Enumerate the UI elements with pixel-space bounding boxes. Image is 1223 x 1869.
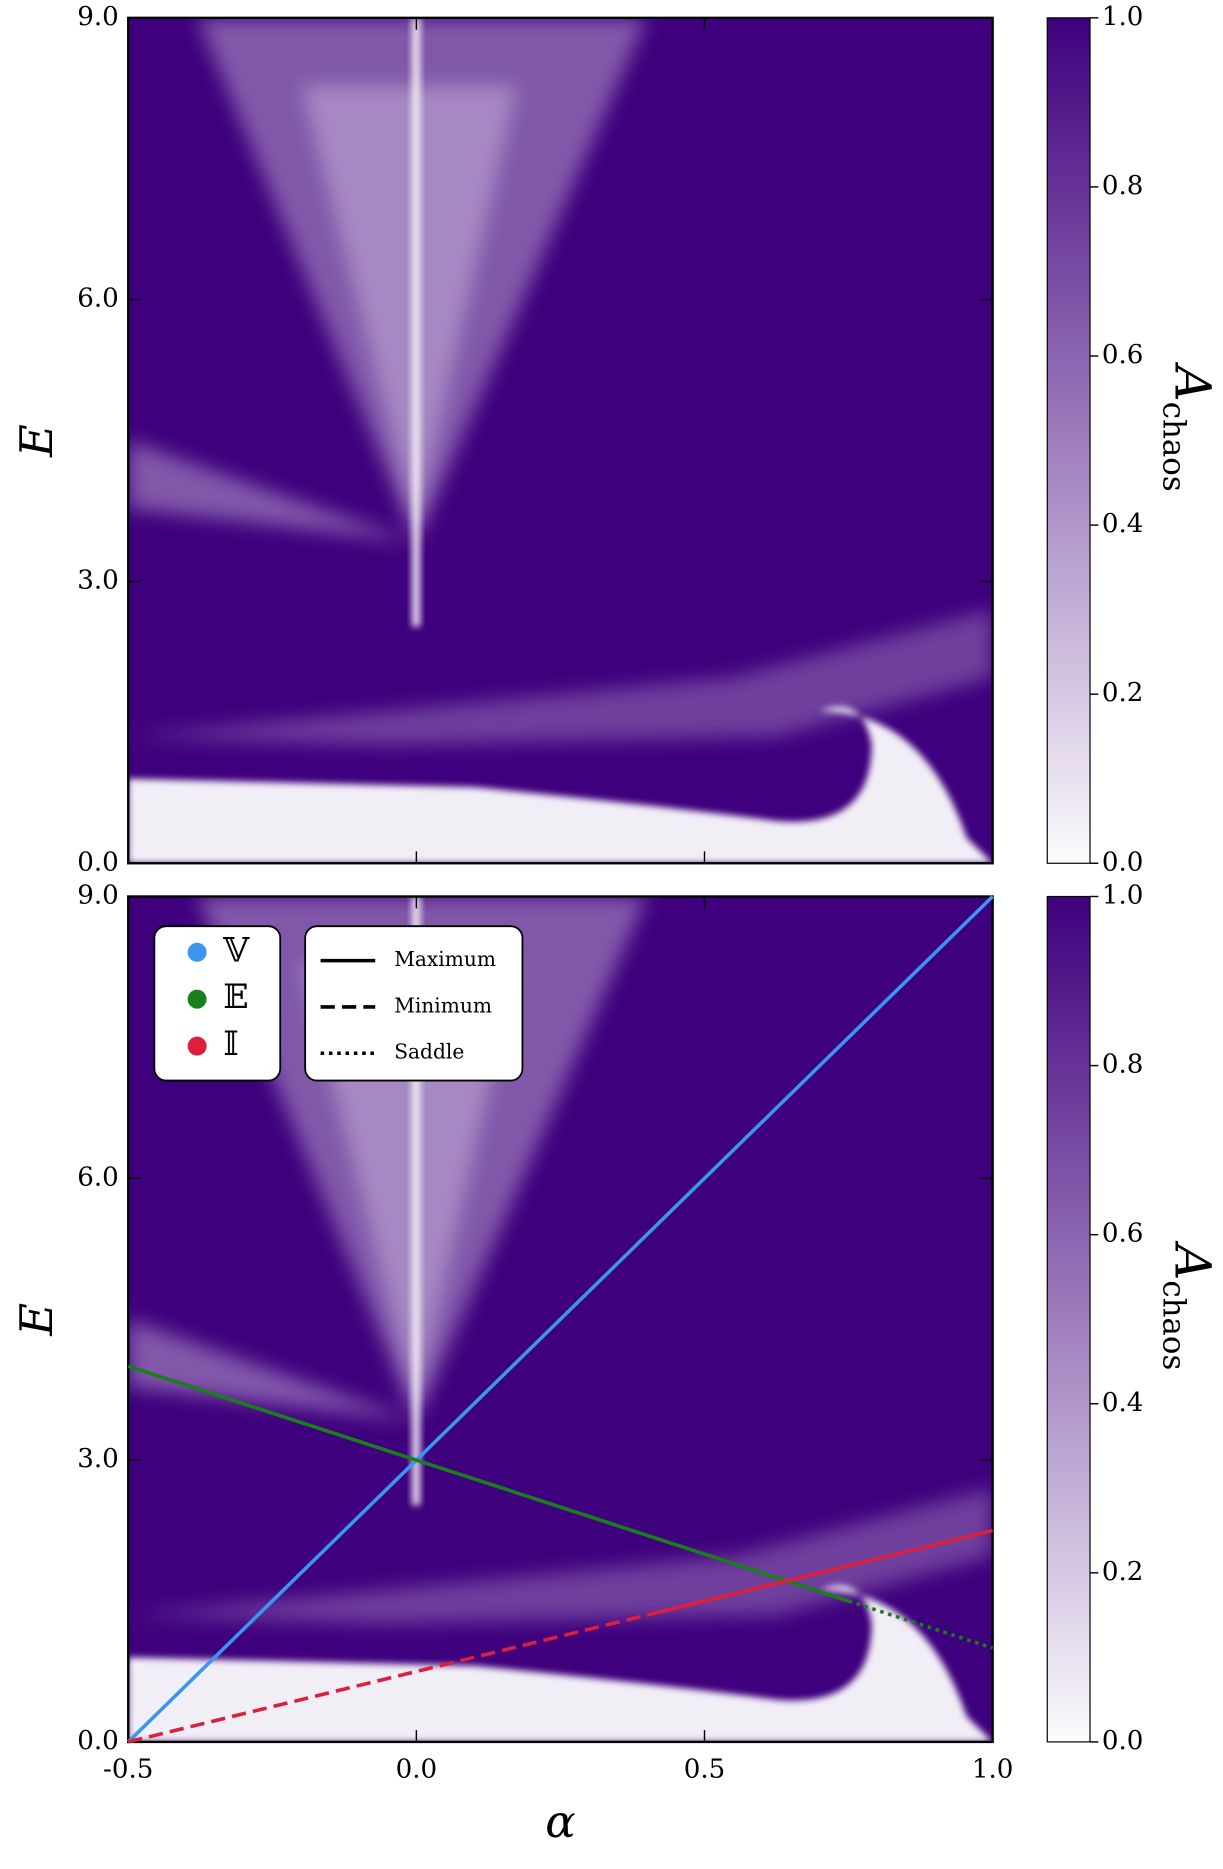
series-line [646,1528,994,1617]
legend-label: Minimum [394,993,492,1017]
colorbar-tick-label: 0.4 [1102,1388,1144,1418]
y-tick-label: 3.0 [77,565,119,595]
colorbar-tick-label: 0.0 [1102,847,1144,877]
legend-marker [187,942,207,962]
y-tick-label: 3.0 [77,1444,119,1474]
series-line [126,895,994,1744]
y-tick-label: 0.0 [77,847,119,877]
heatmap-region [128,707,993,864]
legend-marker [187,989,207,1009]
colorbar-label: Achaos [1156,362,1222,492]
legend-label: Saddle [394,1040,464,1064]
colorbar-label-main: A [1164,362,1222,402]
series-line [127,1364,850,1603]
plot-frame [127,895,994,1744]
colorbar-tick-label: 0.6 [1102,340,1144,370]
colorbar-label: Achaos [1156,1240,1222,1370]
x-tick-label: 0.0 [396,1754,438,1784]
x-tick-label: 1.0 [972,1754,1014,1784]
colorbar-tick-label: 0.4 [1102,509,1144,539]
colorbar-label-main: A [1164,1240,1222,1280]
heatmap-region [128,1585,993,1742]
colorbar [1046,17,1091,864]
colorbar-tick-label: 1.0 [1102,2,1144,32]
series-line [848,1599,994,1650]
legend-box [153,925,282,1082]
colorbar-tick-label: 0.0 [1102,1726,1144,1756]
x-tick-label: -0.5 [103,1754,153,1784]
x-axis-label: α [545,1795,575,1848]
series-line [127,1613,648,1744]
colorbar-tick-label: 1.0 [1102,881,1144,911]
legend-box [304,925,524,1082]
heatmap-texture [301,85,518,526]
legend-label: 𝔼 [223,977,248,1016]
heatmap-streak [411,896,421,1506]
legend-label: Maximum [394,947,496,971]
y-tick-label: 9.0 [77,881,119,911]
y-tick-label: 6.0 [77,1162,119,1192]
colorbar-label-sub: chaos [1156,1280,1192,1370]
x-tick-label: 0.5 [684,1754,726,1784]
legend-marker [187,1036,207,1056]
colorbar-tick-label: 0.8 [1102,171,1144,201]
legend-label: 𝕀 [223,1024,239,1063]
y-tick-label: 0.0 [77,1726,119,1756]
y-tick-label: 6.0 [77,284,119,314]
heatmap-texture [128,609,993,745]
y-axis-label: E [10,424,63,458]
colorbar [1046,895,1091,1743]
y-axis-label: E [10,1303,63,1337]
colorbar-tick-label: 0.8 [1102,1050,1144,1080]
heatmap-texture [128,1488,993,1624]
heatmap [128,17,993,864]
colorbar-tick-label: 0.6 [1102,1219,1144,1249]
colorbar-label-sub: chaos [1156,402,1192,492]
colorbar-tick-label: 0.2 [1102,678,1144,708]
legend-label: 𝕍 [222,930,250,969]
heatmap-streak [411,17,421,627]
colorbar-tick-label: 0.2 [1102,1557,1144,1587]
y-tick-label: 9.0 [77,2,119,32]
plot-frame [127,16,994,865]
